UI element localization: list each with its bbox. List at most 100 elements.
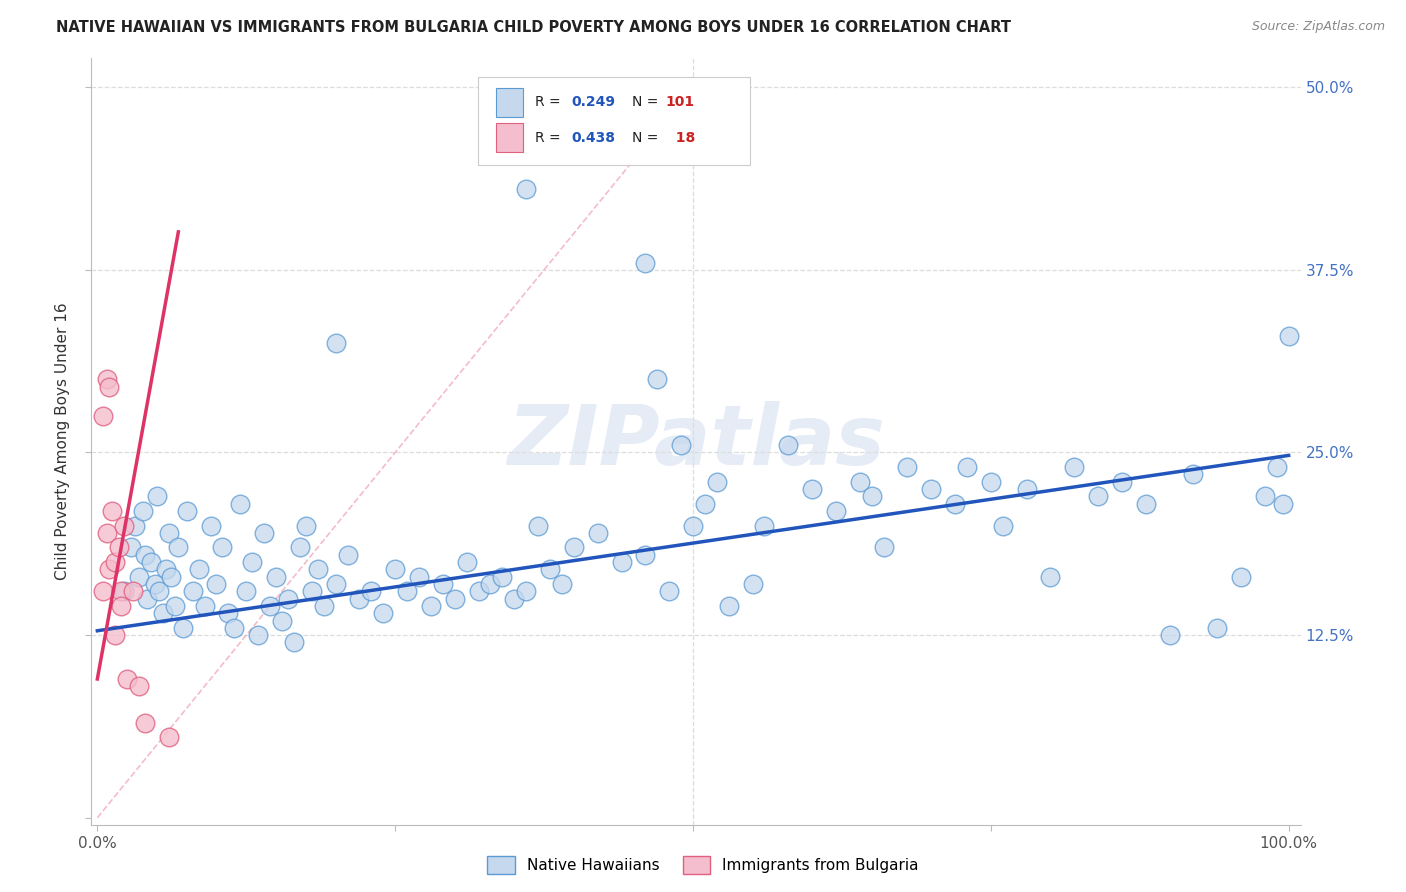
FancyBboxPatch shape xyxy=(478,77,751,165)
Point xyxy=(96,525,118,540)
Point xyxy=(98,380,121,394)
Point xyxy=(122,584,145,599)
Point xyxy=(825,504,848,518)
Point xyxy=(283,635,305,649)
Point xyxy=(586,525,609,540)
Point xyxy=(872,541,894,555)
Point xyxy=(107,541,129,555)
Point xyxy=(754,518,776,533)
Point xyxy=(229,497,252,511)
Point xyxy=(527,518,550,533)
Point xyxy=(408,570,430,584)
Point xyxy=(112,584,135,599)
Point xyxy=(104,628,127,642)
Point xyxy=(1111,475,1133,489)
Point xyxy=(157,525,180,540)
Point xyxy=(515,584,537,599)
Text: 18: 18 xyxy=(666,131,695,145)
Text: 101: 101 xyxy=(666,95,695,110)
Point xyxy=(562,541,585,555)
Point xyxy=(181,584,204,599)
Point xyxy=(956,460,979,475)
Text: 0.249: 0.249 xyxy=(571,95,616,110)
Point xyxy=(479,577,502,591)
Point xyxy=(115,672,138,686)
Point xyxy=(373,606,395,620)
Point xyxy=(264,570,287,584)
Point xyxy=(124,518,146,533)
Point xyxy=(538,562,561,576)
Text: R =: R = xyxy=(536,95,565,110)
Point xyxy=(634,255,657,269)
Point xyxy=(384,562,406,576)
Text: ZIPatlas: ZIPatlas xyxy=(508,401,884,482)
Point xyxy=(200,518,222,533)
Point xyxy=(128,570,150,584)
Point xyxy=(120,541,142,555)
Bar xyxy=(496,88,523,117)
Point xyxy=(610,555,633,569)
Point xyxy=(1159,628,1181,642)
Point xyxy=(741,577,763,591)
Point xyxy=(134,548,156,562)
Text: NATIVE HAWAIIAN VS IMMIGRANTS FROM BULGARIA CHILD POVERTY AMONG BOYS UNDER 16 CO: NATIVE HAWAIIAN VS IMMIGRANTS FROM BULGA… xyxy=(56,20,1011,35)
Point xyxy=(634,548,657,562)
Point xyxy=(801,482,824,496)
Point xyxy=(110,599,132,613)
Point xyxy=(155,562,177,576)
Point xyxy=(96,372,118,386)
Point xyxy=(467,584,489,599)
Point xyxy=(163,599,186,613)
Point xyxy=(896,460,918,475)
Point xyxy=(100,504,122,518)
Point xyxy=(515,182,537,196)
Point xyxy=(980,475,1002,489)
Point xyxy=(943,497,966,511)
Point xyxy=(456,555,478,569)
Text: R =: R = xyxy=(536,131,565,145)
Point xyxy=(307,562,329,576)
Point xyxy=(98,562,121,576)
Point xyxy=(1265,460,1288,475)
Text: Source: ZipAtlas.com: Source: ZipAtlas.com xyxy=(1251,20,1385,33)
Text: 0.438: 0.438 xyxy=(571,131,616,145)
Point xyxy=(271,614,294,628)
Point xyxy=(187,562,209,576)
Point xyxy=(396,584,419,599)
Point xyxy=(104,555,127,569)
Point xyxy=(658,584,681,599)
Point xyxy=(91,409,114,423)
Point xyxy=(205,577,228,591)
Point xyxy=(160,570,183,584)
Point xyxy=(224,621,246,635)
Point xyxy=(1015,482,1038,496)
Point xyxy=(443,591,465,606)
Point xyxy=(136,591,159,606)
Point xyxy=(217,606,239,620)
Point xyxy=(432,577,454,591)
Point xyxy=(240,555,263,569)
Point xyxy=(259,599,281,613)
Point xyxy=(247,628,270,642)
Point xyxy=(143,577,166,591)
Point xyxy=(146,489,169,503)
Point xyxy=(152,606,174,620)
Point xyxy=(503,591,526,606)
Point xyxy=(110,584,132,599)
Point xyxy=(167,541,190,555)
Point xyxy=(991,518,1014,533)
Point xyxy=(91,584,114,599)
Point xyxy=(1254,489,1277,503)
Point xyxy=(360,584,382,599)
Point xyxy=(1087,489,1109,503)
Point xyxy=(419,599,441,613)
Point xyxy=(1278,328,1301,343)
Point xyxy=(778,438,800,452)
Point xyxy=(551,577,574,591)
Point xyxy=(139,555,162,569)
Point xyxy=(131,504,153,518)
Text: N =: N = xyxy=(631,131,658,145)
Point xyxy=(211,541,233,555)
Point xyxy=(288,541,311,555)
Point xyxy=(717,599,740,613)
